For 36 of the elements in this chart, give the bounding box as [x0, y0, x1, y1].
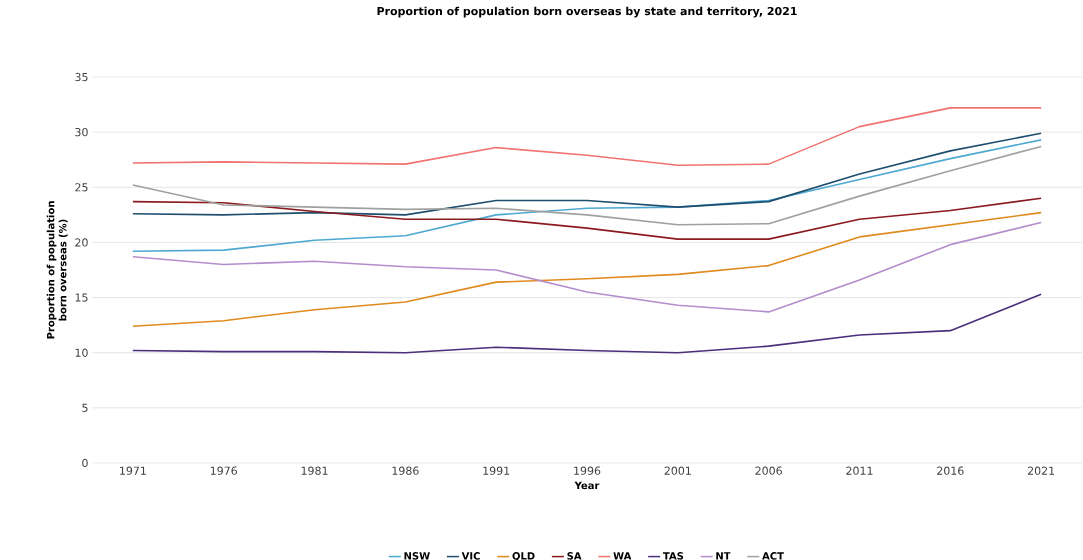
x-tick-label: 1981 — [301, 466, 328, 475]
legend-label: WA — [613, 552, 632, 560]
line-series — [132, 132, 1042, 216]
x-axis-title: Year — [574, 481, 600, 490]
legend-label: NT — [716, 552, 731, 560]
y-tick-label: 0 — [82, 458, 88, 468]
x-tick-label: 2006 — [755, 466, 782, 475]
x-tick-label: 1986 — [392, 466, 419, 475]
x-tick-label: 1991 — [483, 466, 510, 475]
y-tick-label: 25 — [75, 183, 88, 192]
chart-title: Proportion of population born overseas by state and territory, 2021 — [377, 6, 797, 18]
legend-label: TAS — [662, 552, 684, 560]
line-series — [132, 221, 1042, 313]
line-series — [132, 107, 1042, 167]
legend-label: SA — [567, 552, 582, 560]
legend-label: ACT — [762, 552, 784, 560]
y-tick-label: 15 — [75, 293, 88, 302]
x-tick-label: 2011 — [846, 466, 873, 475]
line-series — [132, 139, 1042, 253]
y-tick-label: 10 — [75, 348, 88, 357]
y-tick-label: 35 — [75, 72, 88, 82]
x-tick-label: 2021 — [1027, 466, 1055, 475]
y-tick-label: 30 — [75, 127, 88, 137]
y-axis-title: Proportion of population born overseas (%) — [46, 201, 68, 339]
x-tick-label: 1996 — [574, 466, 601, 475]
y-tick-label: 20 — [75, 238, 88, 247]
x-tick-label: 2016 — [937, 466, 964, 475]
line-series — [132, 293, 1042, 354]
line-series — [132, 145, 1042, 226]
x-tick-label: 1971 — [120, 466, 146, 475]
x-tick-label: 2001 — [664, 466, 691, 475]
x-tick-label: 1976 — [210, 466, 237, 475]
legend-label: NSW — [404, 552, 430, 560]
y-tick-label: 5 — [82, 403, 88, 412]
legend-label: VIC — [461, 552, 480, 560]
line-series — [132, 197, 1042, 240]
